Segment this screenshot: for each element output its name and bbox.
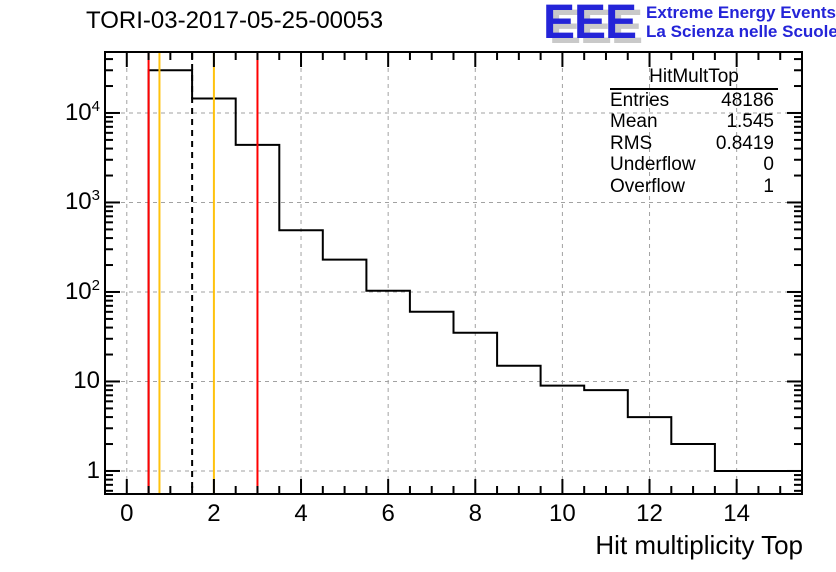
y-tick-label: 10	[73, 367, 100, 395]
stats-row: Mean 1.545	[610, 111, 778, 132]
stats-row-label: Mean	[610, 111, 658, 133]
x-axis-title: Hit multiplicity Top	[595, 530, 803, 560]
stats-row: Entries 48186	[610, 90, 778, 111]
eee-logo-text: Extreme Energy Events La Scienza nelle S…	[646, 3, 836, 41]
axis-ticks	[105, 52, 802, 494]
stats-row-label: Underflow	[610, 154, 696, 176]
eee-logo: EEE Extreme Energy Events La Scienza nel…	[543, 0, 836, 49]
stats-box: HitMultTop Entries 48186 Mean 1.545 RMS 0.841…	[610, 67, 778, 197]
stats-box-title: HitMultTop	[649, 66, 739, 87]
stats-row-label: RMS	[610, 132, 653, 154]
stats-row-value: 1.545	[726, 111, 774, 133]
x-tick-label: 12	[636, 500, 663, 527]
stats-row: RMS 0.8419	[610, 133, 778, 154]
stats-row-value: 0.8419	[715, 132, 774, 154]
x-tick-label: 6	[381, 500, 395, 527]
eee-logo-acronym: EEE	[543, 0, 637, 49]
x-tick-label: 8	[468, 500, 482, 527]
y-tick-label: 102	[64, 276, 100, 305]
eee-logo-line1: Extreme Energy Events	[646, 3, 836, 22]
y-tick-label: 103	[64, 187, 100, 216]
stats-box-rule	[610, 88, 778, 90]
stats-row-value: 0	[763, 154, 774, 176]
histogram-step-line	[147, 69, 802, 493]
stats-row: Underflow 0	[610, 154, 778, 175]
stats-row-value: 1	[763, 175, 774, 197]
x-tick-label: 0	[120, 500, 134, 527]
y-tick-label: 104	[64, 97, 100, 126]
eee-logo-line2: La Scienza nelle Scuole	[646, 22, 836, 41]
stats-row-label: Overflow	[610, 175, 685, 197]
page-title: TORI-03-2017-05-25-00053	[86, 7, 384, 34]
y-tick-label: 1	[86, 456, 100, 484]
x-tick-label: 10	[549, 500, 576, 527]
x-tick-label: 14	[723, 500, 750, 527]
x-tick-label: 2	[207, 500, 221, 527]
stats-rows: Entries 48186 Mean 1.545 RMS 0.8419 Underflow 0…	[610, 90, 778, 197]
stats-row-value: 48186	[721, 90, 774, 111]
x-tick-label: 4	[294, 500, 308, 527]
stats-row-label: Entries	[610, 90, 670, 111]
cut-lines	[147, 53, 259, 493]
stats-row: Overflow 1	[610, 176, 778, 197]
